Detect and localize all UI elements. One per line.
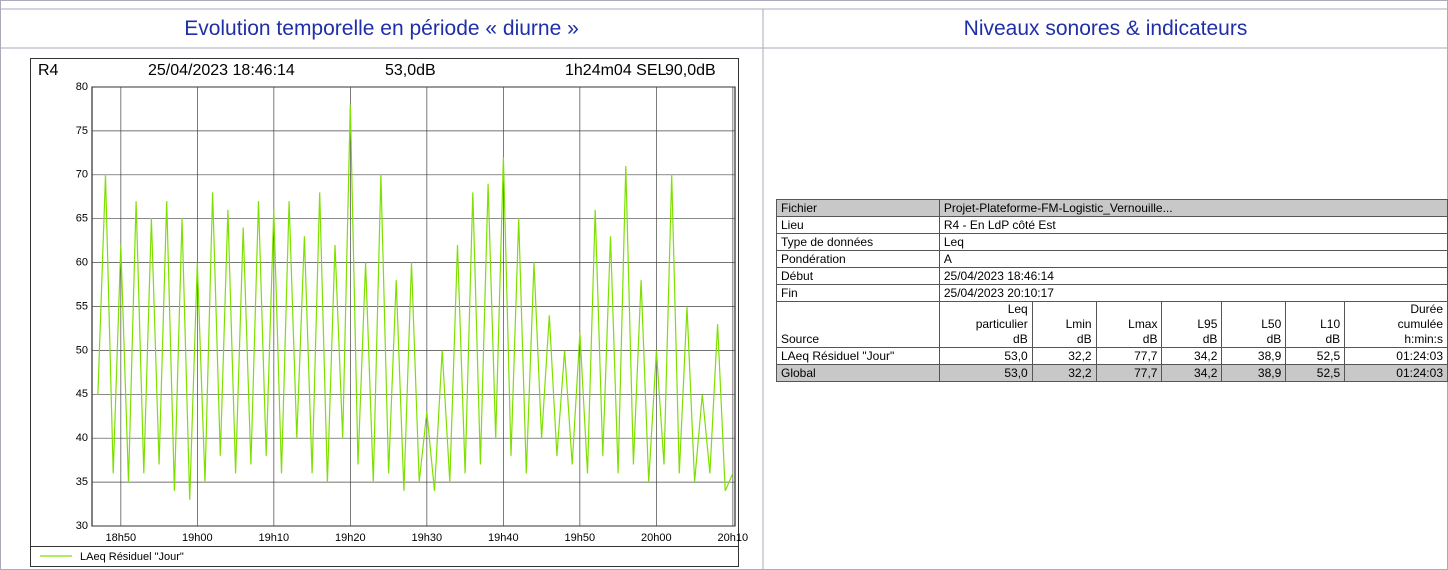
info-value: Leq — [938, 233, 1448, 251]
cell: 77,7 — [1095, 347, 1163, 365]
header-line: Durée — [1410, 302, 1443, 316]
info-row: Fin 25/04/2023 20:10:17 — [776, 284, 1448, 302]
column-header: Lmax dB — [1095, 301, 1163, 348]
info-text: 1h24m04 SEL — [565, 62, 667, 79]
info-text: 25/04/2023 18:46:14 — [148, 62, 295, 79]
data-row: LAeq Résiduel "Jour" 53,0 32,2 77,7 34,2 38,9… — [776, 347, 1448, 365]
cell: 01:24:03 — [1344, 347, 1448, 365]
x-tick-label: 19h50 — [565, 532, 596, 544]
info-label: Lieu — [776, 216, 940, 234]
header-line: particulier — [975, 317, 1028, 331]
cell: 52,5 — [1285, 364, 1346, 382]
y-tick-label: 65 — [76, 213, 88, 225]
cell: LAeq Résiduel "Jour" — [776, 347, 940, 365]
y-tick-label: 35 — [76, 476, 88, 488]
y-tick-label: 30 — [76, 520, 88, 532]
legend-label: LAeq Résiduel "Jour" — [80, 551, 184, 563]
info-label: Pondération — [776, 250, 940, 268]
left-title: Evolution temporelle en période « diurne… — [184, 17, 579, 40]
header-line: Source — [781, 332, 820, 346]
cell: 34,2 — [1161, 347, 1223, 365]
x-tick-label: 19h10 — [259, 532, 290, 544]
info-text: 53,0dB — [385, 62, 436, 79]
indicator-table: Fichier Projet-Plateforme-FM-Logistic_Ver… — [776, 199, 1448, 382]
header-line: cumulée — [1397, 317, 1443, 331]
info-label: Début — [776, 267, 940, 285]
column-header: L10 dB — [1285, 301, 1346, 348]
header-line: dB — [1013, 332, 1028, 346]
header-line: h:min:s — [1404, 332, 1443, 346]
header-line: dB — [1325, 332, 1341, 346]
y-tick-label: 50 — [76, 344, 88, 356]
y-tick-label: 60 — [76, 257, 88, 269]
cell: 34,2 — [1161, 364, 1223, 382]
column-header: Durée cumulée h:min:s — [1344, 301, 1448, 348]
right-title: Niveaux sonores & indicateurs — [963, 17, 1248, 40]
data-row: Global 53,0 32,2 77,7 34,2 38,9 52,5 01:24:03 — [776, 364, 1448, 382]
cell: 52,5 — [1285, 347, 1346, 365]
info-row: Type de données Leq — [776, 233, 1448, 251]
column-header: L50 dB — [1221, 301, 1287, 348]
info-label: Fin — [776, 284, 940, 302]
cell: 38,9 — [1221, 364, 1287, 382]
cell: 77,7 — [1095, 364, 1163, 382]
info-value: Projet-Plateforme-FM-Logistic_Vernouille… — [938, 199, 1448, 217]
info-row: Fichier Projet-Plateforme-FM-Logistic_Ver… — [776, 199, 1448, 217]
column-header: L95 dB — [1161, 301, 1223, 348]
y-tick-label: 55 — [76, 300, 88, 312]
y-tick-label: 40 — [76, 432, 88, 444]
x-tick-label: 19h40 — [488, 532, 519, 544]
info-text: 90,0dB — [665, 62, 716, 79]
info-row: Lieu R4 - En LdP côté Est — [776, 216, 1448, 234]
info-row: Pondération A — [776, 250, 1448, 268]
header-line: dB — [1076, 332, 1092, 346]
info-label: Type de données — [776, 233, 940, 251]
header-row: Source Leq particulier dB Lmin dB Lmax dB L95 dB L… — [776, 301, 1448, 348]
y-tick-label: 75 — [76, 125, 88, 137]
x-tick-label: 19h20 — [335, 532, 366, 544]
x-tick-label: 20h00 — [641, 532, 672, 544]
info-value: R4 - En LdP côté Est — [938, 216, 1448, 234]
chart-border — [30, 58, 739, 567]
y-tick-label: 80 — [76, 81, 88, 93]
y-tick-label: 70 — [76, 169, 88, 181]
header-line: L50 — [1261, 317, 1282, 331]
header-line: dB — [1142, 332, 1158, 346]
header-line: Leq — [1007, 302, 1028, 316]
info-value: 25/04/2023 18:46:14 — [938, 267, 1448, 285]
column-header: Lmin dB — [1031, 301, 1097, 348]
header-line: dB — [1202, 332, 1218, 346]
info-row: Début 25/04/2023 18:46:14 — [776, 267, 1448, 285]
info-value: A — [938, 250, 1448, 268]
cell: Global — [776, 364, 940, 382]
cell: 38,9 — [1221, 347, 1287, 365]
column-header: Leq particulier dB — [938, 301, 1033, 348]
cell: 32,2 — [1031, 347, 1097, 365]
x-tick-label: 19h00 — [182, 532, 213, 544]
x-tick-label: 18h50 — [106, 532, 137, 544]
column-header: Source — [776, 301, 940, 348]
series-line — [97, 104, 734, 500]
header-line: L95 — [1197, 317, 1218, 331]
y-tick-label: 45 — [76, 388, 88, 400]
header-line: Lmin — [1065, 317, 1092, 331]
cell: 32,2 — [1031, 364, 1097, 382]
header-line: L10 — [1320, 317, 1341, 331]
info-text: R4 — [38, 62, 59, 79]
cell: 53,0 — [938, 364, 1033, 382]
info-value: 25/04/2023 20:10:17 — [938, 284, 1448, 302]
header-line: Lmax — [1128, 317, 1158, 331]
info-label: Fichier — [776, 199, 940, 217]
cell: 01:24:03 — [1344, 364, 1448, 382]
cell: 53,0 — [938, 347, 1033, 365]
header-line: dB — [1266, 332, 1282, 346]
x-tick-label: 20h10 — [718, 532, 749, 544]
x-tick-label: 19h30 — [412, 532, 443, 544]
